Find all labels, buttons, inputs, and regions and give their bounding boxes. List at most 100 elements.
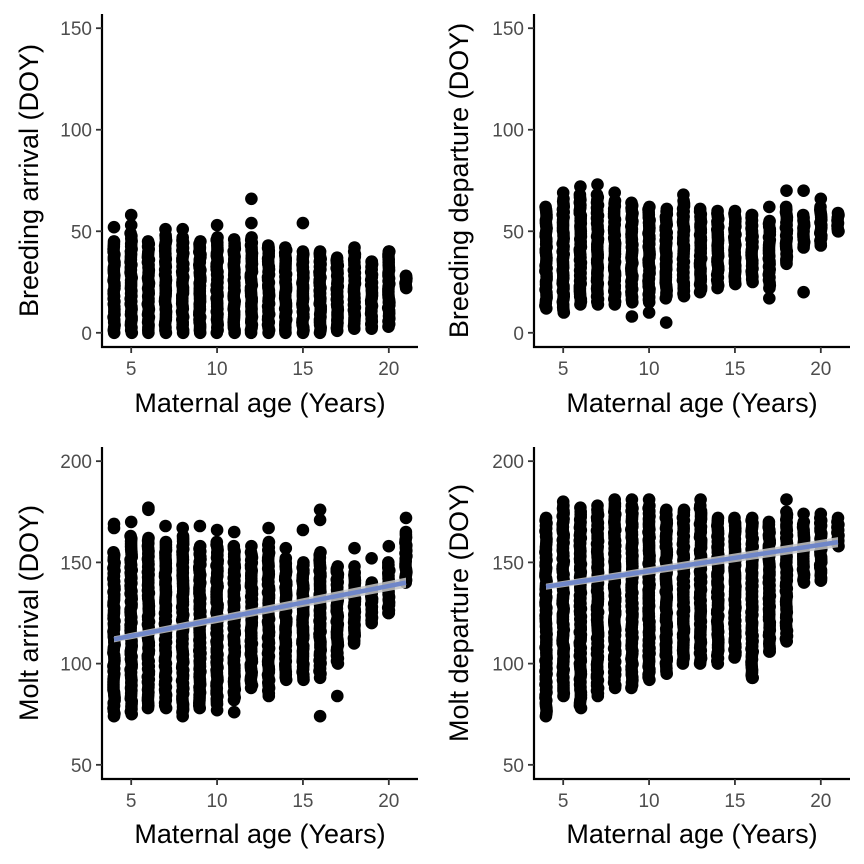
x-tick-label: 10 <box>638 359 659 380</box>
data-point <box>382 245 396 258</box>
data-point <box>279 541 293 555</box>
molt-arrival-x-axis-title: Maternal age (Years) <box>134 819 385 849</box>
data-point <box>780 493 793 506</box>
data-point <box>296 216 310 230</box>
data-point <box>625 493 639 506</box>
x-tick-label: 15 <box>724 359 745 380</box>
data-point <box>348 292 361 305</box>
y-tick-label: 50 <box>503 222 524 243</box>
chart-breeding-departure: 5 10 15 20 0 50 100 150 Maternal age (Years) Bree… <box>444 14 850 418</box>
data-point <box>694 493 707 506</box>
data-point <box>210 218 224 232</box>
data-point <box>348 241 361 254</box>
y-tick-label: 150 <box>492 19 524 40</box>
data-point <box>780 184 793 197</box>
molt-arrival-trend-line <box>113 580 407 642</box>
data-point <box>399 539 413 553</box>
data-point <box>107 235 121 248</box>
data-point <box>176 521 189 535</box>
data-point <box>797 184 810 197</box>
data-point <box>331 255 344 268</box>
data-point <box>831 225 845 238</box>
breeding-departure-points <box>539 178 845 329</box>
data-point <box>245 192 258 206</box>
data-point <box>556 495 570 509</box>
x-tick-label: 10 <box>206 791 227 812</box>
data-point <box>210 523 224 537</box>
data-point <box>643 200 656 214</box>
data-point <box>831 511 845 525</box>
data-point <box>227 539 241 553</box>
data-point <box>227 233 241 246</box>
chart-breeding-arrival: 5 10 15 20 0 50 100 150 Maternal age (Years) Bree… <box>14 14 418 418</box>
data-point <box>590 188 604 201</box>
data-point <box>124 515 138 529</box>
x-tick-label: 5 <box>558 791 569 812</box>
data-point <box>763 645 776 658</box>
breeding-arrival-y-axis-title: Breeding arrival (DOY) <box>14 44 44 317</box>
data-point <box>677 503 691 517</box>
molt-arrival-y-axis-title: Molt arrival (DOY) <box>14 505 44 721</box>
data-point <box>193 519 207 533</box>
data-point <box>297 556 310 569</box>
data-point <box>642 306 656 319</box>
y-tick-label: 100 <box>60 121 92 142</box>
data-point <box>660 202 674 216</box>
x-tick-label: 5 <box>558 359 569 380</box>
data-point <box>245 539 258 553</box>
data-point <box>124 218 138 232</box>
y-tick-label: 150 <box>60 553 92 574</box>
data-point <box>245 239 258 252</box>
x-tick-label: 20 <box>378 791 399 812</box>
data-point <box>728 204 742 218</box>
data-point <box>574 501 587 514</box>
y-tick-label: 100 <box>492 655 524 676</box>
molt-departure-x-axis-title: Maternal age (Years) <box>566 819 817 849</box>
data-point <box>574 180 587 193</box>
data-point <box>382 606 396 620</box>
breeding-arrival-x-axis-title: Maternal age (Years) <box>134 388 385 418</box>
data-point <box>193 539 207 553</box>
breeding-departure-y-axis-title: Breeding departure (DOY) <box>444 23 474 338</box>
x-tick-label: 5 <box>126 359 137 380</box>
data-point <box>399 511 413 525</box>
data-point <box>382 296 396 309</box>
data-point <box>245 216 258 230</box>
x-tick-label: 10 <box>206 359 227 380</box>
x-tick-label: 20 <box>810 359 831 380</box>
data-point <box>763 214 776 228</box>
x-tick-label: 20 <box>810 791 831 812</box>
data-point <box>796 208 810 222</box>
breeding-departure-x-axis-title: Maternal age (Years) <box>566 388 817 418</box>
data-point <box>348 560 361 573</box>
data-point <box>107 220 121 234</box>
data-point <box>642 493 656 506</box>
data-point <box>124 529 137 543</box>
data-point <box>399 525 413 539</box>
data-point <box>313 503 327 517</box>
data-point <box>124 208 138 222</box>
data-point <box>763 292 776 305</box>
data-point <box>365 255 378 268</box>
data-point <box>591 499 604 512</box>
data-point <box>331 689 344 703</box>
data-point <box>814 574 828 587</box>
data-point <box>556 186 570 199</box>
data-point <box>296 245 310 258</box>
data-point <box>227 705 241 719</box>
chart-molt-arrival: 5 10 15 20 50 100 150 200 Maternal age (Years) Mo… <box>14 447 418 849</box>
y-tick-label: 100 <box>60 655 92 676</box>
chart-molt-departure: 5 10 15 20 50 100 150 200 Maternal age (Years) Mo… <box>444 447 850 849</box>
data-point <box>176 222 189 236</box>
data-point <box>159 519 172 533</box>
data-point <box>659 316 673 329</box>
data-point <box>227 525 241 539</box>
data-point <box>711 511 725 525</box>
data-point <box>142 531 155 545</box>
data-point <box>314 546 327 559</box>
data-point <box>210 233 224 246</box>
data-point <box>365 322 378 336</box>
data-point <box>780 257 793 271</box>
